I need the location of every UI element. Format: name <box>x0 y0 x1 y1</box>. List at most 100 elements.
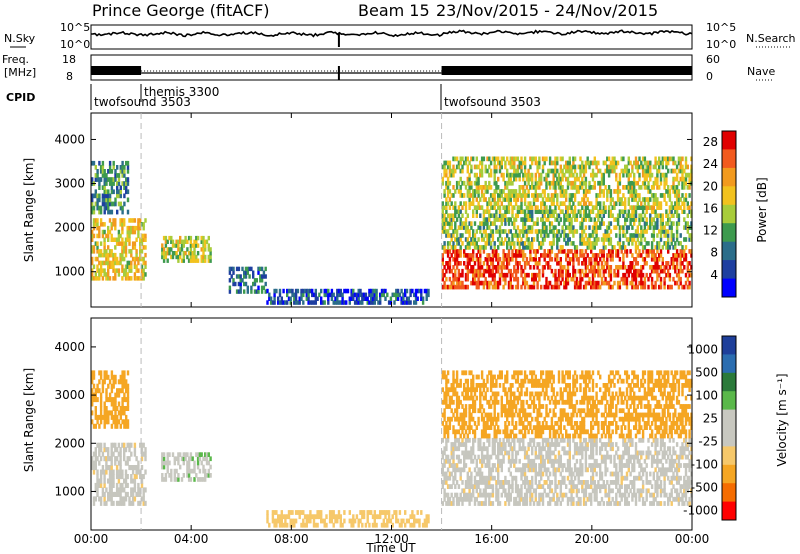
heatmap-cell <box>486 484 489 489</box>
heatmap-cell <box>441 484 444 489</box>
heatmap-cell <box>663 265 666 270</box>
heatmap-cell <box>497 160 500 166</box>
heatmap-cell <box>573 467 577 473</box>
heatmap-cell <box>622 241 625 246</box>
heatmap-cell <box>565 450 568 456</box>
heatmap-cell <box>541 446 545 452</box>
heatmap-cell <box>105 500 108 506</box>
heatmap-cell <box>547 209 550 214</box>
heatmap-cell <box>554 185 557 190</box>
heatmap-cell <box>538 257 541 262</box>
heatmap-cell <box>654 193 657 198</box>
heatmap-cell <box>452 450 455 456</box>
heatmap-cell <box>243 274 246 279</box>
heatmap-cell <box>557 237 561 242</box>
heatmap-cell <box>107 414 110 420</box>
heatmap-cell <box>96 205 99 211</box>
heatmap-cell <box>482 217 486 222</box>
heatmap-cell <box>446 284 450 290</box>
heatmap-cell <box>307 518 310 524</box>
heatmap-cell <box>581 185 584 190</box>
heatmap-cell <box>595 253 598 258</box>
power-colorbar-label: Power [dB] <box>755 177 769 242</box>
heatmap-cell <box>516 484 520 489</box>
heatmap-cell <box>463 160 466 166</box>
heatmap-cell <box>196 251 200 256</box>
heatmap-cell <box>184 452 187 457</box>
heatmap-cell <box>634 197 638 202</box>
heatmap-cell <box>112 260 115 266</box>
heatmap-cell <box>446 253 450 258</box>
heatmap-cell <box>379 300 382 305</box>
heatmap-cell <box>488 180 491 186</box>
heatmap-cell <box>420 292 423 298</box>
heatmap-cell <box>475 253 478 258</box>
heatmap-cell <box>448 501 452 506</box>
heatmap-cell <box>454 257 457 262</box>
heatmap-cell <box>566 233 570 238</box>
heatmap-cell <box>273 522 276 528</box>
heatmap-cell <box>186 473 189 478</box>
heatmap-cell <box>604 492 607 498</box>
heatmap-cell <box>336 296 339 301</box>
heatmap-cell <box>114 442 117 448</box>
heatmap-cell <box>162 247 166 252</box>
heatmap-cell <box>606 233 609 238</box>
heatmap-cell <box>275 522 278 528</box>
heatmap-cell <box>382 288 385 294</box>
heatmap-cell <box>663 197 666 202</box>
heatmap-cell <box>677 241 681 246</box>
heatmap-cell <box>320 300 323 305</box>
heatmap-cell <box>573 197 577 202</box>
heatmap-cell <box>457 241 461 246</box>
heatmap-cell <box>96 222 99 227</box>
heatmap-cell <box>511 209 514 214</box>
heatmap-cell <box>144 218 147 223</box>
heatmap-cell <box>541 168 545 174</box>
heatmap-cell <box>472 253 475 258</box>
heatmap-cell <box>280 296 283 301</box>
heatmap-cell <box>484 217 487 222</box>
heatmap-cell <box>683 265 686 270</box>
heatmap-cell <box>543 189 546 194</box>
heatmap-cell <box>607 484 611 489</box>
heatmap-cell <box>493 180 496 186</box>
heatmap-cell <box>303 514 307 520</box>
heatmap-cell <box>565 205 568 210</box>
heatmap-cell <box>525 205 529 210</box>
heatmap-cell <box>135 456 138 462</box>
heatmap-cell <box>631 225 634 230</box>
heatmap-cell <box>556 257 559 262</box>
heatmap-cell <box>445 437 448 443</box>
heatmap-cell <box>677 168 681 174</box>
heatmap-cell <box>489 193 493 198</box>
heatmap-cell <box>597 280 600 286</box>
heatmap-cell <box>633 209 636 214</box>
heatmap-cell <box>497 496 500 502</box>
heatmap-cell <box>493 245 496 250</box>
heatmap-cell <box>634 241 638 246</box>
heatmap-cell <box>622 209 625 214</box>
heatmap-cell <box>520 484 523 489</box>
heatmap-cell <box>168 473 171 478</box>
heatmap-cell <box>107 264 110 269</box>
heatmap-cell <box>575 501 579 506</box>
heatmap-cell <box>493 201 496 206</box>
heatmap-cell <box>131 218 135 223</box>
heatmap-cell <box>597 463 600 468</box>
heatmap-cell <box>298 514 301 520</box>
heatmap-cell <box>98 205 101 211</box>
heatmap-cell <box>675 172 679 178</box>
colorbar-tick-label: 12 <box>703 224 718 238</box>
heatmap-cell <box>464 265 468 270</box>
heatmap-cell <box>484 168 487 174</box>
heatmap-cell <box>520 249 523 254</box>
heatmap-cell <box>495 467 498 473</box>
heatmap-cell <box>649 221 652 226</box>
heatmap-cell <box>559 249 562 254</box>
heatmap-cell <box>162 464 166 470</box>
heatmap-cell <box>665 213 668 218</box>
heatmap-cell <box>119 500 122 506</box>
heatmap-cell <box>186 239 189 244</box>
heatmap-cell <box>121 442 124 448</box>
